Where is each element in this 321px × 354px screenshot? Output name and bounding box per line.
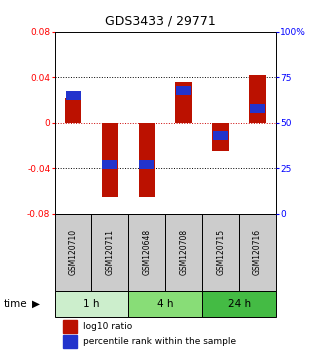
- Text: GSM120648: GSM120648: [142, 229, 152, 275]
- Bar: [64, 335, 77, 348]
- Text: GSM120715: GSM120715: [216, 229, 225, 275]
- FancyBboxPatch shape: [128, 214, 165, 291]
- Bar: [102, 123, 118, 197]
- FancyBboxPatch shape: [239, 214, 276, 291]
- Bar: [102, 160, 117, 169]
- Text: percentile rank within the sample: percentile rank within the sample: [83, 337, 237, 346]
- Bar: [64, 320, 77, 333]
- Bar: [65, 98, 81, 123]
- Text: 24 h: 24 h: [228, 299, 251, 309]
- Text: GSM120716: GSM120716: [253, 229, 262, 275]
- Bar: [139, 123, 155, 197]
- Text: 1 h: 1 h: [83, 299, 100, 309]
- Bar: [176, 86, 191, 95]
- Text: GDS3433 / 29771: GDS3433 / 29771: [105, 14, 216, 27]
- FancyBboxPatch shape: [202, 214, 239, 291]
- FancyBboxPatch shape: [91, 214, 128, 291]
- Bar: [139, 160, 154, 169]
- FancyBboxPatch shape: [55, 291, 128, 317]
- FancyBboxPatch shape: [165, 214, 202, 291]
- Text: GSM120711: GSM120711: [105, 229, 115, 275]
- Bar: [213, 123, 229, 152]
- Text: log10 ratio: log10 ratio: [83, 322, 133, 331]
- Text: GSM120708: GSM120708: [179, 229, 188, 275]
- Text: ▶: ▶: [32, 299, 40, 309]
- FancyBboxPatch shape: [202, 291, 276, 317]
- FancyBboxPatch shape: [55, 214, 91, 291]
- Bar: [250, 104, 265, 113]
- Text: 4 h: 4 h: [157, 299, 174, 309]
- Text: time: time: [3, 299, 27, 309]
- FancyBboxPatch shape: [128, 291, 202, 317]
- Bar: [176, 82, 192, 123]
- Text: GSM120710: GSM120710: [68, 229, 78, 275]
- Bar: [213, 131, 228, 140]
- Bar: [65, 91, 81, 100]
- Bar: [249, 75, 266, 123]
